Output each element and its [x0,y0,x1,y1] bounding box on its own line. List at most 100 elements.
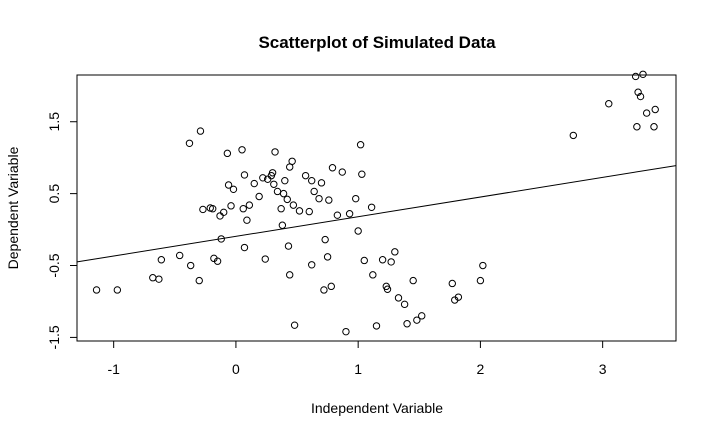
data-point [273,187,282,196]
data-point [308,176,316,185]
data-point [413,316,421,324]
data-point [227,202,235,210]
data-point [634,88,642,96]
data-point [278,221,287,229]
data-point [356,141,365,149]
data-point [286,271,294,279]
data-point [394,294,403,302]
regression-line [76,165,677,263]
regression-line-group [76,165,677,263]
data-point [224,181,233,189]
data-point [250,179,258,188]
data-point [283,195,291,204]
data-point [352,194,360,203]
data-point [400,300,409,309]
data-point [327,282,335,291]
x-axis: -1 0 1 2 3 [107,340,607,377]
data-point [650,123,658,131]
data-point [245,201,254,209]
data-point [216,212,224,220]
y-tick-label: 0.5 [46,184,62,204]
x-tick-label: 0 [232,361,240,377]
data-point [149,274,157,282]
data-point [157,256,166,264]
data-point [240,171,249,179]
data-point [261,255,269,263]
data-point [448,279,456,288]
data-point [199,205,207,214]
data-point [238,146,246,154]
data-point [270,180,278,188]
data-point [255,192,263,201]
data-point [195,276,203,285]
data-point [217,235,225,243]
data-point [279,189,288,198]
data-point [155,275,163,283]
data-point [642,109,651,117]
data-point [208,205,217,213]
data-point [476,276,485,285]
data-point [289,201,298,209]
data-point [92,286,101,294]
x-tick-label: 3 [599,361,607,377]
data-point [320,286,328,294]
data-point [639,70,647,78]
data-point [113,286,122,294]
data-point [317,179,326,187]
data-point [354,227,362,235]
data-point [321,235,329,244]
data-point [633,123,641,131]
y-tick-label: 1.5 [46,112,62,132]
data-point [328,164,337,172]
data-point [290,321,299,329]
data-point [605,100,613,108]
data-point [310,187,318,196]
y-axis-title: Dependent Variable [5,146,21,269]
data-point [229,185,238,194]
y-tick-label: -0.5 [46,253,62,277]
data-point [360,256,368,265]
data-point [345,210,354,218]
data-point [636,92,645,101]
data-point [409,276,417,285]
data-point [383,285,392,293]
data-point [240,243,249,252]
data-point [418,312,426,320]
data-point [378,256,387,264]
data-point [308,261,316,269]
y-axis: -1.5 -0.5 0.5 1.5 [46,112,78,349]
data-point [175,251,184,260]
data-point [338,168,346,176]
data-point [305,207,313,216]
data-point [271,148,279,156]
data-point [651,105,659,114]
x-axis-title: Independent Variable [311,400,443,416]
x-tick-label: -1 [107,361,120,377]
data-point [325,196,333,204]
data-point [281,176,289,185]
data-point [185,139,194,147]
data-point [403,320,411,328]
data-point [295,207,304,215]
data-points [92,70,659,336]
data-point [301,171,310,180]
data-point [219,208,228,217]
data-point [268,169,277,177]
data-point [454,293,463,301]
plot-area-border [76,74,677,342]
data-point [369,271,377,279]
data-point [569,131,578,140]
x-tick-label: 2 [477,361,485,377]
data-point [387,258,395,266]
data-point [239,205,247,213]
data-point [186,261,195,270]
data-point [243,216,251,224]
data-point [259,174,267,182]
data-point [367,203,376,211]
data-point [358,170,366,178]
data-point [277,205,285,213]
data-point [342,327,350,336]
data-point [284,242,293,250]
data-point [223,149,232,158]
